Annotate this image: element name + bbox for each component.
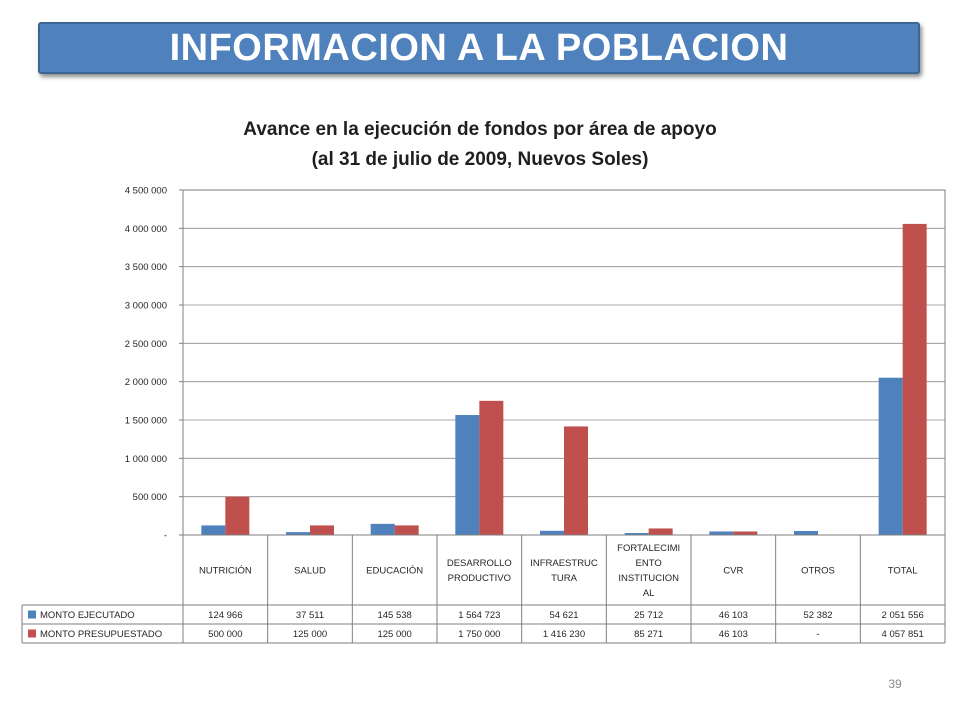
category-label: CVR	[723, 566, 743, 577]
banner-title: INFORMACION A LA POBLACION	[169, 26, 789, 69]
category-label: INFRAESTRUC	[530, 558, 598, 569]
category-label: AL	[643, 588, 655, 599]
data-label: 500 000	[208, 629, 242, 640]
bar-ejecutado	[878, 377, 903, 535]
data-label: 1 564 723	[458, 610, 500, 621]
y-tick-label: 3 000 000	[125, 301, 167, 312]
category-label: TURA	[551, 573, 578, 584]
bar-presupuestado	[648, 528, 673, 535]
category-label: ENTO	[636, 558, 662, 569]
data-label: 125 000	[293, 629, 327, 640]
bar-ejecutado	[540, 530, 564, 535]
data-label: 145 538	[377, 610, 411, 621]
category-label: NUTRICIÓN	[199, 566, 252, 577]
bar-ejecutado	[455, 415, 480, 535]
category-label: INSTITUCION	[618, 573, 679, 584]
data-label: 46 103	[719, 629, 748, 640]
data-label: 54 621	[549, 610, 578, 621]
y-tick-label: 4 500 000	[125, 186, 167, 197]
category-label: OTROS	[801, 566, 835, 577]
bar-ejecutado	[794, 530, 818, 535]
legend-swatch	[28, 610, 36, 619]
header-banner: INFORMACION A LA POBLACION	[38, 22, 920, 74]
data-label: 85 271	[634, 629, 663, 640]
y-tick-label: 1 000 000	[125, 454, 167, 465]
category-label: EDUCACIÓN	[366, 566, 423, 577]
category-label: DESARROLLO	[447, 558, 512, 569]
category-label: PRODUCTIVO	[448, 573, 511, 584]
y-tick-label: 2 500 000	[125, 339, 167, 350]
bar-presupuestado	[902, 223, 927, 536]
bar-ejecutado	[624, 533, 649, 535]
chart-title-line1: Avance en la ejecución de fondos por áre…	[243, 119, 717, 140]
bar-presupuestado	[394, 525, 419, 535]
legend-swatch	[28, 629, 36, 638]
y-tick-label: 2 000 000	[125, 377, 167, 388]
data-label: 125 000	[377, 629, 411, 640]
data-label: 1 750 000	[458, 629, 500, 640]
data-label: 52 382	[803, 610, 832, 621]
bar-presupuestado	[310, 525, 334, 535]
bar-ejecutado	[370, 523, 395, 535]
legend-label: MONTO EJECUTADO	[40, 610, 135, 621]
category-label: SALUD	[294, 566, 326, 577]
y-tick-label: -	[164, 531, 167, 542]
bar-presupuestado	[733, 531, 758, 535]
bar-ejecutado	[286, 532, 310, 535]
chart-title-line2: (al 31 de julio de 2009, Nuevos Soles)	[311, 149, 649, 170]
data-label: 2 051 556	[882, 610, 924, 621]
data-label: 1 416 230	[543, 629, 585, 640]
bar-ejecutado	[201, 525, 226, 535]
page-number: 39	[888, 677, 902, 691]
y-tick-label: 1 500 000	[125, 416, 167, 427]
category-label: FORTALECIMI	[617, 543, 680, 554]
bar-ejecutado	[709, 531, 734, 535]
category-label: TOTAL	[888, 566, 918, 577]
data-label: 25 712	[634, 610, 663, 621]
y-tick-label: 3 500 000	[125, 262, 167, 273]
bar-presupuestado	[225, 496, 250, 535]
data-label: 46 103	[719, 610, 748, 621]
data-label: 37 511	[296, 610, 324, 621]
bar-presupuestado	[564, 426, 588, 535]
y-tick-label: 4 000 000	[125, 224, 167, 235]
data-label: -	[816, 629, 819, 640]
y-tick-label: 500 000	[133, 492, 167, 503]
data-label: 124 966	[208, 610, 242, 621]
legend-label: MONTO PRESUPUESTADO	[40, 629, 162, 640]
bar-presupuestado	[479, 400, 504, 535]
data-label: 4 057 851	[882, 629, 924, 640]
